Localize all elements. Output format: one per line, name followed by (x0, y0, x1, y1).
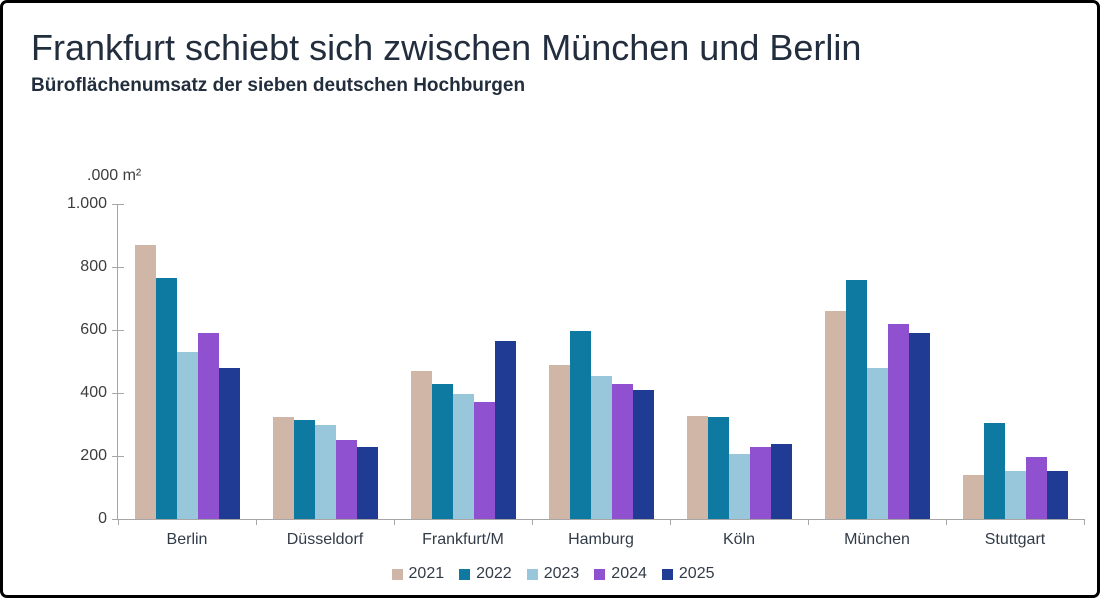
y-tick-label: 200 (80, 447, 107, 464)
bar-hamburg-2021 (548, 365, 570, 519)
y-tick (112, 203, 124, 205)
bar-hamburg-2025 (632, 389, 654, 519)
legend-label: 2021 (408, 565, 445, 582)
legend: 2021 2022 2023 2024 2025 (3, 562, 1097, 586)
x-category-label-köln: Köln (722, 531, 756, 548)
legend-item-2023: 2023 (526, 565, 580, 583)
legend-label: 2022 (476, 565, 512, 582)
bar-düsseldorf-2021 (272, 416, 294, 519)
bar-stuttgart-2023 (1004, 471, 1026, 519)
bar-münchen-2024 (887, 324, 909, 519)
legend-label: 2024 (611, 565, 647, 582)
y-tick (112, 392, 124, 394)
legend-item-2024: 2024 (594, 565, 647, 583)
chart-title: Frankfurt schiebt sich zwischen München … (31, 27, 862, 68)
y-tick (112, 266, 124, 268)
bar-münchen-2025 (908, 333, 930, 519)
bar-hamburg-2023 (590, 375, 612, 519)
x-category-label-frankfurt-m: Frankfurt/M (422, 531, 504, 548)
x-tick (532, 519, 533, 525)
y-axis-unit-label: .000 m² (87, 167, 142, 184)
y-tick-label: 0 (98, 510, 107, 527)
bar-berlin-2021 (134, 244, 156, 519)
legend-swatch-2025 (661, 568, 673, 580)
bar-berlin-2023 (176, 352, 198, 519)
x-category-label-hamburg: Hamburg (568, 531, 634, 548)
y-tick (112, 329, 124, 331)
bar-berlin-2022 (155, 278, 177, 519)
bar-düsseldorf-2024 (335, 440, 357, 519)
y-tick-label: 1.000 (66, 195, 107, 212)
legend-label: 2023 (543, 565, 580, 582)
x-tick (670, 519, 671, 525)
bar-münchen-2023 (866, 367, 888, 519)
x-category-label-münchen: München (844, 531, 910, 548)
legend-swatch-2024 (594, 568, 606, 580)
chart-subtitle: Büroflächenumsatz der sieben deutschen H… (31, 75, 526, 96)
x-tick (118, 519, 119, 525)
bar-stuttgart-2024 (1025, 456, 1047, 519)
bar-frankfurt-m-2025 (494, 341, 516, 519)
legend-swatch-2023 (526, 568, 538, 580)
bar-münchen-2021 (824, 311, 846, 519)
bar-köln-2022 (707, 416, 729, 519)
bar-köln-2023 (728, 453, 750, 519)
bar-stuttgart-2021 (962, 474, 984, 519)
bar-berlin-2024 (197, 333, 219, 519)
bar-frankfurt-m-2021 (410, 370, 432, 519)
x-tick (946, 519, 947, 525)
x-category-label-berlin: Berlin (166, 531, 208, 548)
y-tick-label: 600 (80, 321, 107, 338)
legend-item-2022: 2022 (459, 565, 512, 583)
x-tick (256, 519, 257, 525)
y-tick-label: 400 (80, 384, 107, 401)
legend-swatch-2021 (391, 568, 403, 580)
bar-frankfurt-m-2022 (431, 383, 453, 519)
bar-düsseldorf-2023 (314, 424, 336, 519)
bar-düsseldorf-2025 (356, 447, 378, 519)
x-tick (808, 519, 809, 525)
y-tick (112, 455, 124, 457)
bar-hamburg-2022 (569, 330, 591, 519)
bar-köln-2021 (686, 415, 708, 519)
legend-item-2021: 2021 (391, 565, 445, 583)
bar-köln-2024 (749, 447, 771, 519)
bar-köln-2025 (770, 444, 792, 519)
bar-hamburg-2024 (611, 384, 633, 519)
x-axis-line (118, 519, 1084, 520)
legend-label: 2025 (678, 565, 715, 582)
bar-düsseldorf-2022 (293, 419, 315, 519)
x-category-label-düsseldorf: Düsseldorf (286, 531, 364, 548)
bar-stuttgart-2025 (1046, 471, 1068, 519)
y-axis-line (117, 204, 118, 519)
bar-münchen-2022 (845, 279, 867, 519)
legend-swatch-2022 (459, 568, 471, 580)
x-tick (1084, 519, 1085, 525)
legend-item-2025: 2025 (661, 565, 715, 583)
bar-berlin-2025 (218, 367, 240, 519)
bar-frankfurt-m-2023 (452, 393, 474, 519)
bar-frankfurt-m-2024 (473, 402, 495, 519)
y-tick-label: 800 (80, 258, 107, 275)
x-tick (394, 519, 395, 525)
bar-stuttgart-2022 (983, 422, 1005, 519)
x-category-label-stuttgart: Stuttgart (984, 531, 1046, 548)
